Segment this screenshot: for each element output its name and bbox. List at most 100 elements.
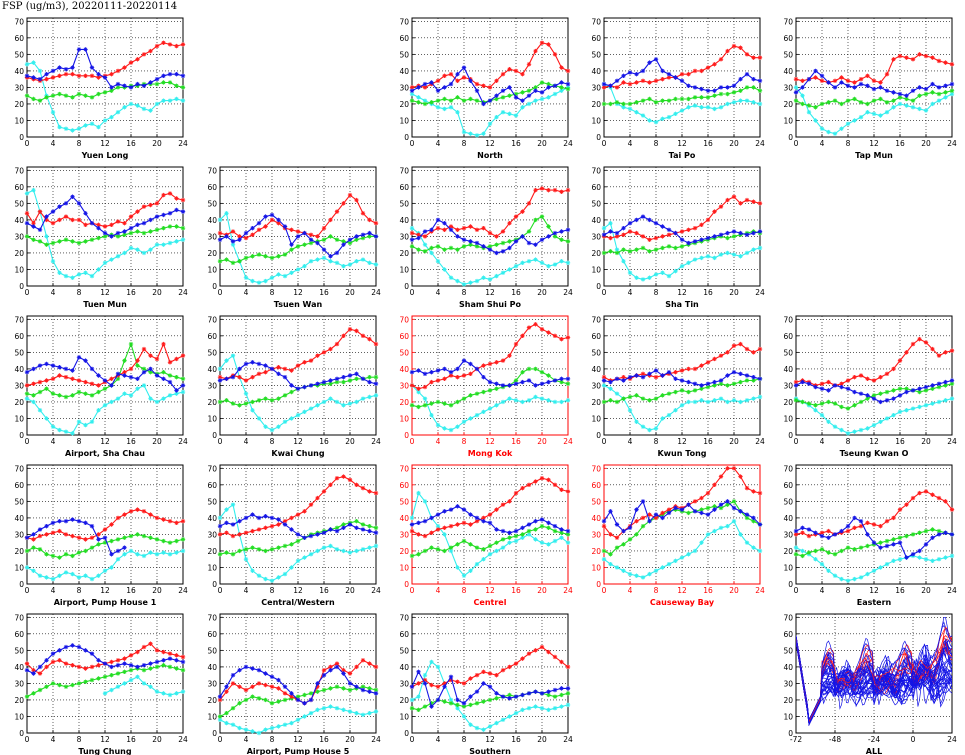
data-point xyxy=(224,257,229,262)
data-point xyxy=(500,694,506,699)
data-point xyxy=(70,217,75,223)
data-point xyxy=(526,651,532,656)
data-point xyxy=(315,684,320,689)
data-point xyxy=(943,95,948,100)
data-point xyxy=(917,386,922,391)
data-point xyxy=(276,686,281,691)
data-point xyxy=(24,396,30,401)
data-point xyxy=(102,378,108,383)
data-point xyxy=(705,360,711,365)
data-point xyxy=(367,230,372,236)
data-point xyxy=(725,502,730,507)
series-green-line xyxy=(411,368,569,408)
data-point xyxy=(141,663,147,668)
data-point xyxy=(429,80,434,85)
data-point xyxy=(546,520,551,526)
data-point xyxy=(468,393,473,398)
data-point xyxy=(692,257,698,262)
data-point xyxy=(468,361,473,367)
data-point xyxy=(744,373,750,378)
data-point xyxy=(793,76,799,82)
data-point xyxy=(256,416,262,421)
x-tick-label: 8 xyxy=(77,586,82,595)
data-point xyxy=(347,327,353,332)
data-point xyxy=(826,129,831,135)
data-point xyxy=(102,661,108,666)
data-point xyxy=(461,282,467,287)
data-point xyxy=(328,686,333,691)
x-tick-label: 24 xyxy=(563,735,573,744)
x-tick-label: 12 xyxy=(100,586,110,595)
data-point xyxy=(474,366,480,372)
data-point xyxy=(539,523,545,529)
data-point xyxy=(230,672,236,678)
data-point xyxy=(435,512,441,517)
y-tick-label: 70 xyxy=(207,464,217,473)
data-point xyxy=(243,401,249,406)
data-point xyxy=(718,381,724,386)
data-point xyxy=(686,260,691,266)
data-point xyxy=(50,659,56,665)
data-point xyxy=(474,133,480,138)
data-point xyxy=(409,553,415,559)
data-point xyxy=(494,250,499,256)
data-point xyxy=(442,525,447,531)
data-point xyxy=(409,244,415,249)
y-tick-label: 10 xyxy=(207,563,217,572)
data-point xyxy=(565,664,571,670)
data-point xyxy=(539,517,545,522)
data-point xyxy=(154,373,160,378)
data-point xyxy=(328,378,333,383)
data-point xyxy=(289,247,294,252)
data-point xyxy=(250,512,255,517)
data-point xyxy=(109,383,114,388)
x-tick-label: 20 xyxy=(537,437,547,446)
data-point xyxy=(174,550,179,555)
data-point xyxy=(845,528,851,534)
data-point xyxy=(494,696,499,701)
data-point xyxy=(109,234,114,239)
data-point xyxy=(334,237,340,242)
data-point xyxy=(653,272,659,277)
data-point xyxy=(731,229,737,234)
y-tick-label: 0 xyxy=(404,133,409,142)
data-point xyxy=(513,381,519,386)
data-point xyxy=(565,702,571,708)
x-tick-label: -48 xyxy=(829,735,841,744)
y-tick-label: 20 xyxy=(207,696,217,705)
data-point xyxy=(699,383,704,388)
data-point xyxy=(63,684,69,689)
data-point xyxy=(455,234,460,239)
data-point xyxy=(904,408,909,413)
data-point xyxy=(256,730,262,736)
x-tick-label: 8 xyxy=(77,139,82,148)
data-point xyxy=(481,244,486,249)
data-point xyxy=(416,386,421,391)
data-point xyxy=(174,391,179,396)
data-point xyxy=(102,535,108,540)
data-point xyxy=(57,393,62,398)
data-point xyxy=(546,477,551,483)
data-point xyxy=(321,545,327,550)
y-tick-label: 50 xyxy=(207,497,217,506)
data-point xyxy=(328,527,333,532)
data-point xyxy=(806,550,812,555)
data-point xyxy=(936,381,942,386)
data-point xyxy=(44,242,49,247)
data-point xyxy=(520,535,525,540)
data-point xyxy=(601,399,607,405)
data-point xyxy=(115,110,121,115)
data-point xyxy=(360,333,366,339)
data-point xyxy=(409,91,415,97)
data-point xyxy=(487,379,493,385)
data-point xyxy=(559,530,564,535)
data-point xyxy=(50,391,56,396)
data-point xyxy=(757,229,763,234)
x-tick-label: 16 xyxy=(319,735,329,744)
data-point xyxy=(237,366,242,372)
data-point xyxy=(878,545,883,550)
data-point xyxy=(174,538,179,544)
data-point xyxy=(76,126,82,131)
data-point xyxy=(435,523,441,529)
